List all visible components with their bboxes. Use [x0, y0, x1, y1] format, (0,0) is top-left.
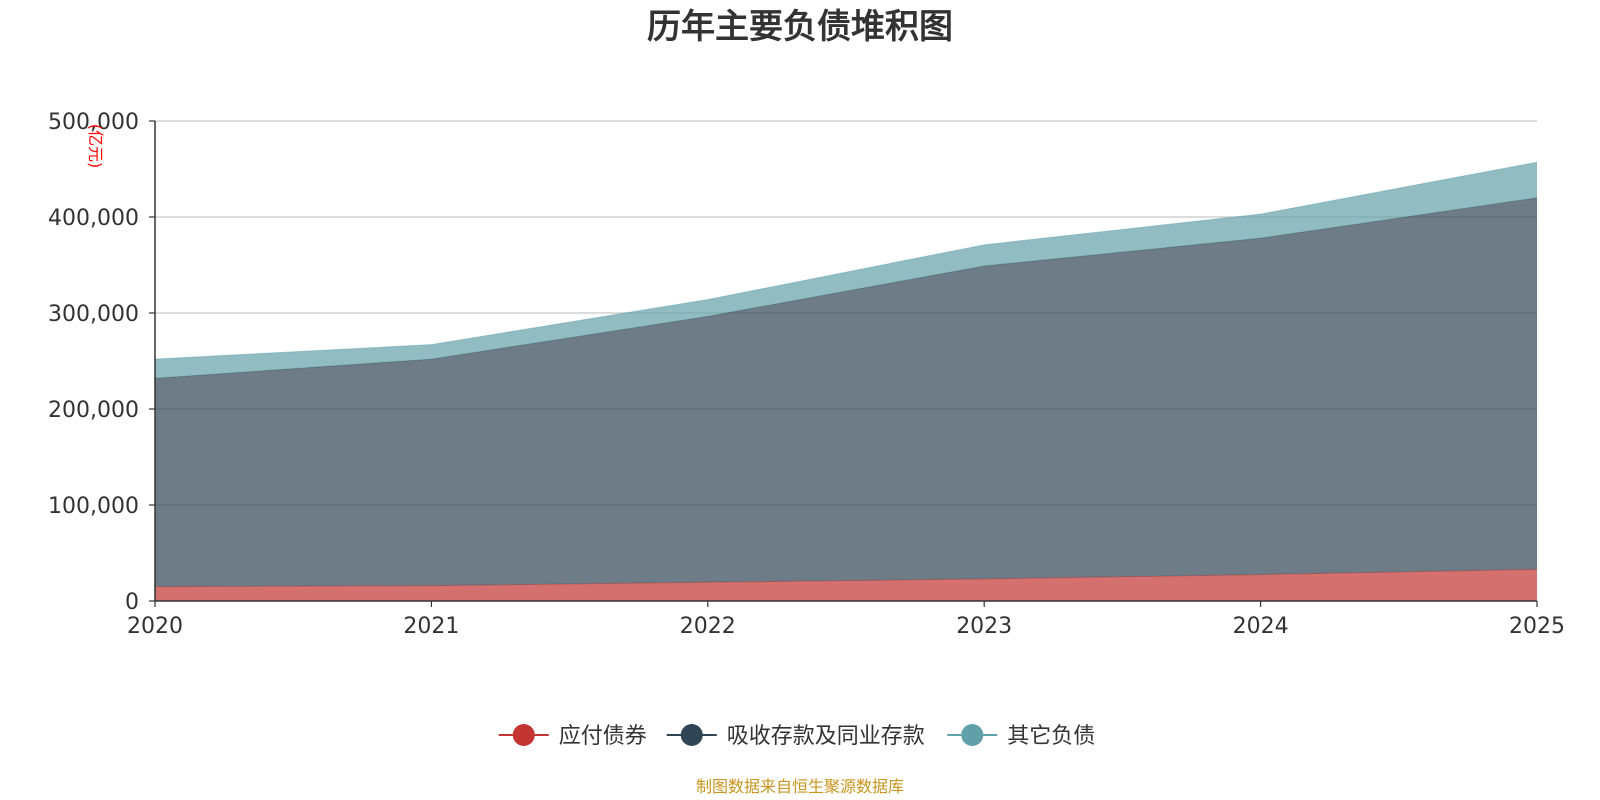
y-tick-label: 100,000	[48, 494, 139, 519]
y-tick-label: 500,000	[48, 110, 139, 135]
y-tick-label: 300,000	[48, 302, 139, 327]
x-tick-label: 2023	[956, 614, 1012, 639]
x-tick-label: 2025	[1509, 614, 1565, 639]
legend: 应付债券 吸收存款及同业存款 其它负债	[498, 724, 1095, 749]
legend-marker	[680, 724, 703, 746]
legend-item-1[interactable]: 吸收存款及同业存款	[666, 724, 925, 749]
legend-label: 吸收存款及同业存款	[727, 724, 925, 749]
chart-title: 历年主要负债堆积图	[647, 7, 953, 47]
x-tick-label: 2020	[127, 614, 183, 639]
legend-marker	[961, 724, 984, 746]
y-tick-label: 200,000	[48, 398, 139, 423]
area-series-0	[155, 569, 1537, 601]
area-series-1	[155, 197, 1537, 587]
tick-labels: 0 100,000 200,000 300,000 400,000 500,000 2020…	[48, 110, 1565, 639]
legend-label: 其它负债	[1007, 724, 1095, 749]
y-tick-label: 400,000	[48, 206, 139, 231]
data-source-note: 制图数据来自恒生聚源数据库	[696, 777, 904, 796]
legend-item-2[interactable]: 其它负债	[947, 724, 1095, 749]
legend-label: 应付债券	[559, 724, 647, 749]
series-areas	[154, 161, 1538, 601]
axes	[149, 120, 1538, 607]
legend-item-0[interactable]: 应付债券	[498, 724, 647, 749]
x-tick-label: 2021	[403, 614, 459, 639]
x-tick-label: 2024	[1233, 614, 1289, 639]
x-tick-label: 2022	[680, 614, 736, 639]
area-top-line-2	[154, 161, 1538, 360]
y-axis-unit: (亿元)	[86, 124, 105, 169]
y-tick-label: 0	[125, 590, 139, 615]
legend-marker	[512, 724, 535, 746]
area-series-2	[155, 162, 1537, 379]
